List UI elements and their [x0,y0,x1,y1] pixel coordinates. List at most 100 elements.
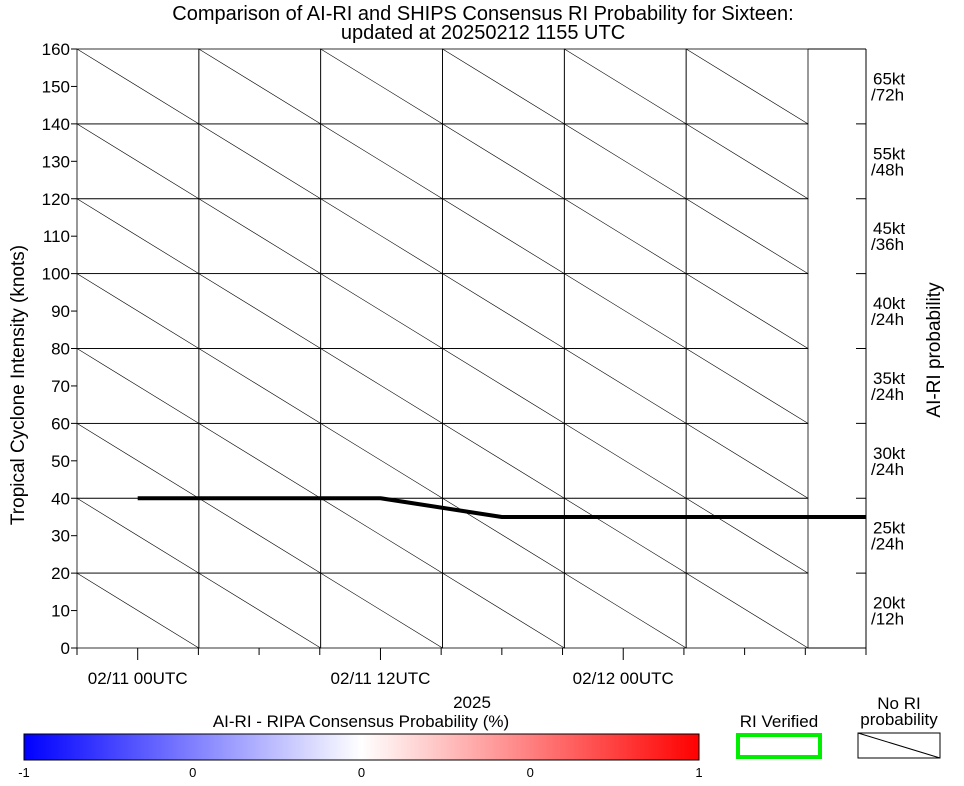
grid-cell-diagonal [198,348,321,424]
y-tick-label: 80 [51,340,70,359]
y-axis-label: Tropical Cyclone Intensity (knots) [8,245,29,525]
grid-cell-diagonal [76,48,199,125]
grid-cell-diagonal [198,572,321,649]
colorbar-tick-label: 1 [695,765,702,780]
grid-cell-diagonal [442,48,565,125]
grid-cells [76,48,867,649]
y-tick-label: 50 [51,452,70,471]
legend-no-ri-diagonal [857,732,941,759]
legend-ri-verified-label: RI Verified [740,712,818,731]
grid-cell-diagonal [76,497,199,574]
grid-cell-diagonal [686,198,809,274]
grid-cell-diagonal [564,348,687,424]
x-tick-label: 02/12 00UTC [573,669,674,688]
series-layer [137,496,867,519]
grid-cell-diagonal [442,572,565,649]
grid-cell-diagonal [76,423,199,499]
grid-cell-diagonal [198,497,321,574]
y-tick-label: 100 [42,265,70,284]
y-tick-label: 140 [42,115,70,134]
ri-threshold-period: /72h [871,85,904,104]
grid-cell-diagonal [76,198,199,274]
ri-threshold-labels: 65kt/72h 55kt/48h 45kt/36h 40kt/24h 35kt/24h… [871,69,905,628]
colorbar [23,733,700,761]
grid-cell-diagonal [442,348,565,424]
chart-title-line1: Comparison of AI-RI and SHIPS Consensus … [172,3,793,25]
ri-threshold-kt: 35kt [873,369,905,388]
ri-threshold-kt: 65kt [873,69,905,88]
colorbar-ticks: -1 0 0 0 1 [18,765,702,780]
ri-threshold-kt: 30kt [873,444,905,463]
colorbar-tick-label: 0 [189,765,196,780]
y-tick-label: 10 [51,602,70,621]
grid-cell-diagonal [442,273,565,349]
y-tick-label: 120 [42,190,70,209]
grid-cell-diagonal [686,423,809,499]
y-tick-label: 110 [43,227,70,246]
ri-threshold-kt: 45kt [873,219,905,238]
grid-cell-diagonal [76,123,199,200]
grid-cell-diagonal [320,273,443,349]
grid-cell-diagonal [442,423,565,499]
grid-cell-diagonal [198,123,321,200]
x-tick-label: 02/11 00UTC [88,669,188,688]
colorbar-tick-label: 0 [527,765,534,780]
grid-cell-diagonal [320,198,443,274]
grid-cell-diagonal [686,273,809,349]
y-tick-label: 0 [61,639,70,658]
colorbar-tick-label: 0 [358,765,365,780]
ri-threshold-kt: 40kt [873,294,905,313]
ri-threshold-period: /24h [871,460,904,479]
ri-threshold-period: /24h [871,535,904,554]
ri-threshold-period: /48h [871,160,904,179]
grid-cell-diagonal [198,48,321,125]
y-tick-label: 160 [42,40,70,59]
grid-cell-diagonal [686,572,809,649]
ri-threshold-kt: 55kt [873,144,905,163]
grid-cell-diagonal [76,572,199,649]
grid-cell-diagonal [564,198,687,274]
grid-cell-diagonal [76,348,199,424]
grid-cell-diagonal [198,423,321,499]
x-tick-label: 02/11 12UTC [331,669,431,688]
grid-cell-diagonal [686,497,809,574]
grid-cell-diagonal [76,273,199,349]
x-axis: 02/11 00UTC 02/11 12UTC 02/12 00UTC [76,648,867,688]
y-tick-label: 150 [42,77,70,96]
colorbar-label: AI-RI - RIPA Consensus Probability (%) [213,712,509,731]
grid-cell-diagonal [442,123,565,200]
y-tick-label: 60 [51,414,70,433]
right-axis-label: AI-RI probability [924,282,945,418]
ri-threshold-period: /24h [871,310,904,329]
colorbar-tick-label: -1 [18,765,30,780]
ri-threshold-kt: 20kt [873,594,905,613]
y-tick-label: 20 [51,564,70,583]
legend-no-ri-label-line2: probability [860,710,938,729]
grid-cell-diagonal [320,497,443,574]
grid-cell-diagonal [686,348,809,424]
y-tick-label: 30 [51,527,70,546]
y-tick-label: 130 [42,152,70,171]
grid-cell-diagonal [198,198,321,274]
intensity-forecast-line [137,496,866,519]
grid-cell-diagonal [320,572,443,649]
grid-cell-diagonal [198,273,321,349]
grid-cell [685,572,809,649]
grid-cell-diagonal [320,123,443,200]
grid-cell-diagonal [320,348,443,424]
grid-cell-diagonal [564,273,687,349]
y-tick-label: 40 [51,489,70,508]
legend-no-ri-label-line1: No RI [877,694,920,713]
grid-cell-diagonal [686,48,809,125]
grid-cell-diagonal [564,123,687,200]
ri-threshold-period: /36h [871,235,904,254]
y-tick-label: 70 [51,377,70,396]
chart-title-line2: updated at 20250212 1155 UTC [341,22,625,44]
grid-cell-diagonal [564,497,687,574]
grid-cell-diagonal [564,572,687,649]
legend-ri-verified-box [736,733,822,759]
grid-cell-diagonal [320,423,443,499]
grid-cell-diagonal [442,198,565,274]
ri-threshold-period: /12h [871,610,904,629]
